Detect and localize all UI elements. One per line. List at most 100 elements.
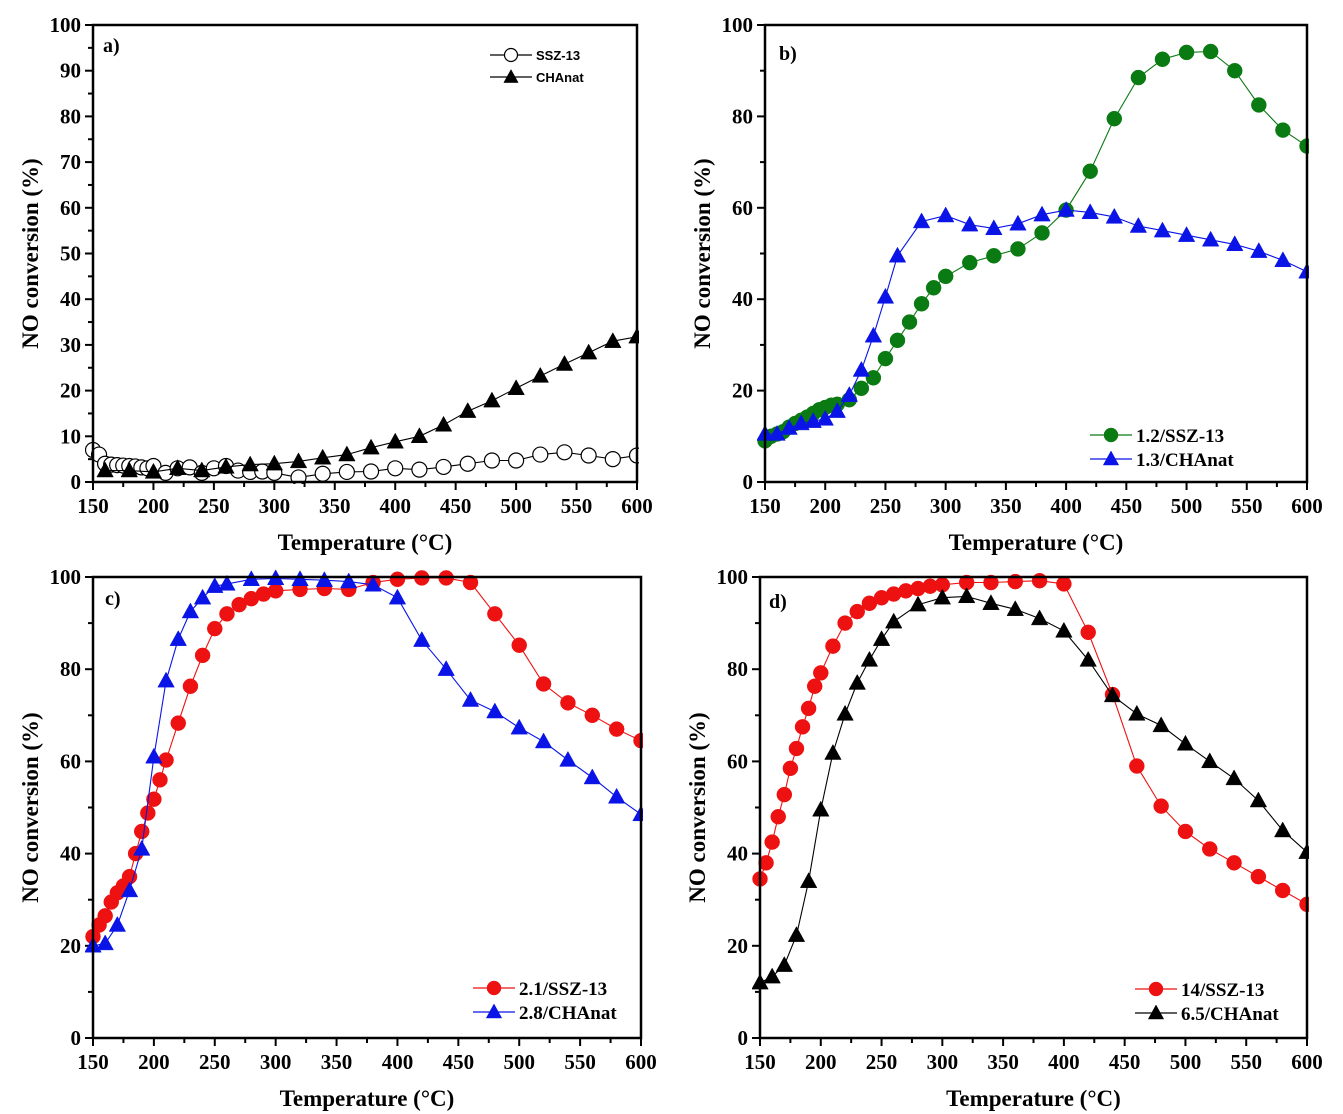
- y-axis-title: NO conversion (%): [690, 158, 715, 348]
- data-point: [461, 691, 480, 707]
- data-point: [340, 572, 358, 589]
- panel-b: 150 200 250 300 350 400 450 500 550 600 0 20 40 60 80 1…: [690, 13, 1323, 555]
- data-point: [877, 350, 894, 367]
- y-tick-label: 0: [738, 1026, 749, 1050]
- data-point: [146, 791, 162, 807]
- data-point: [507, 379, 525, 395]
- panel-c: 150 200 250 300 350 400 450 500 550 600 0 20 40 60 80 1…: [18, 565, 657, 1111]
- x-tick-label: 200: [138, 494, 170, 518]
- y-tick-label: 10: [60, 424, 81, 448]
- data-point: [140, 805, 156, 821]
- data-point: [876, 287, 895, 304]
- data-point: [982, 594, 1000, 610]
- x-tick-label: 250: [870, 494, 902, 518]
- data-point: [1033, 205, 1051, 222]
- data-point: [1274, 251, 1292, 268]
- data-point: [1080, 624, 1096, 641]
- data-point: [608, 721, 625, 737]
- data-point: [182, 678, 199, 695]
- data-point: [800, 700, 817, 717]
- data-point: [1081, 203, 1099, 220]
- data-point: [983, 574, 999, 591]
- data-point: [962, 254, 978, 271]
- data-point: [864, 326, 883, 343]
- data-point: [289, 452, 308, 469]
- data-point: [986, 248, 1002, 264]
- y-tick-label: 60: [60, 749, 81, 773]
- data-point: [583, 768, 601, 785]
- plot-frame: [763, 23, 1309, 484]
- data-point: [364, 575, 382, 592]
- data-point: [775, 956, 793, 972]
- data-point: [1130, 69, 1147, 86]
- data-point: [217, 457, 235, 474]
- series-line: [764, 50, 1308, 442]
- data-point: [389, 571, 406, 588]
- legend-label: 2.1/SSZ-13: [519, 979, 607, 1000]
- legend-marker: [503, 69, 519, 83]
- data-point: [1178, 44, 1195, 61]
- data-point: [388, 588, 407, 605]
- data-point: [1152, 716, 1170, 733]
- data-point: [314, 465, 331, 482]
- legend-marker: [1148, 981, 1164, 997]
- y-tick-label: 0: [743, 470, 754, 494]
- data-point: [290, 469, 307, 484]
- x-tick-label: 600: [621, 494, 653, 518]
- legend-marker: [503, 47, 519, 63]
- legend-label: SSZ-13: [536, 48, 580, 63]
- data-point: [579, 343, 598, 360]
- y-tick-label: 100: [717, 565, 749, 589]
- data-point: [792, 414, 810, 431]
- y-tick-label: 40: [60, 842, 81, 866]
- legend-marker: [1103, 427, 1119, 443]
- x-tick-label: 450: [1111, 494, 1143, 518]
- legend-item: 14/SSZ-13: [1135, 980, 1264, 1001]
- data-point: [1250, 868, 1267, 885]
- data-point: [181, 602, 200, 619]
- data-point: [1057, 201, 1075, 217]
- y-tick-label: 40: [732, 287, 753, 311]
- data-point: [1153, 798, 1169, 814]
- x-tick-label: 250: [198, 494, 230, 518]
- data-point: [1129, 217, 1148, 233]
- legend: SSZ-13 CHAnat: [490, 47, 584, 85]
- data-point: [848, 673, 866, 690]
- data-point: [338, 463, 355, 481]
- y-tick-label: 20: [727, 934, 748, 958]
- data-point: [1202, 841, 1218, 857]
- data-point: [763, 967, 781, 984]
- y-tick-label: 20: [60, 934, 81, 958]
- series-2-8-chanat: [85, 569, 643, 953]
- x-tick-label: 150: [749, 494, 781, 518]
- data-point: [913, 296, 930, 312]
- data-point: [1275, 122, 1291, 138]
- data-point: [909, 595, 927, 612]
- y-tick-label: 60: [732, 196, 753, 220]
- data-point: [1251, 97, 1267, 113]
- data-point: [486, 702, 504, 719]
- x-tick-label: 500: [503, 1050, 535, 1074]
- data-point: [825, 638, 841, 654]
- data-point: [788, 740, 805, 757]
- legend-label: 6.5/CHAnat: [1181, 1004, 1279, 1025]
- data-point: [194, 647, 211, 664]
- data-point: [768, 424, 786, 441]
- data-point: [362, 463, 380, 480]
- data-point: [120, 461, 138, 478]
- data-point: [1202, 43, 1219, 60]
- plot-frame: [91, 23, 639, 484]
- data-point: [435, 458, 452, 476]
- x-tick-label: 300: [259, 494, 291, 518]
- x-tick-label: 450: [1109, 1050, 1141, 1074]
- data-point: [1177, 823, 1194, 840]
- data-point: [813, 665, 829, 681]
- data-point: [1225, 769, 1243, 786]
- x-tick-label: 400: [1050, 494, 1082, 518]
- x-tick-label: 200: [805, 1050, 837, 1074]
- x-tick-label: 600: [625, 1050, 657, 1074]
- data-point: [860, 650, 879, 667]
- x-tick-label: 200: [138, 1050, 170, 1074]
- data-point: [1177, 226, 1196, 242]
- panel-d: 150 200 250 300 350 400 450 500 550 600 0 20 40 60 80 1…: [685, 565, 1323, 1111]
